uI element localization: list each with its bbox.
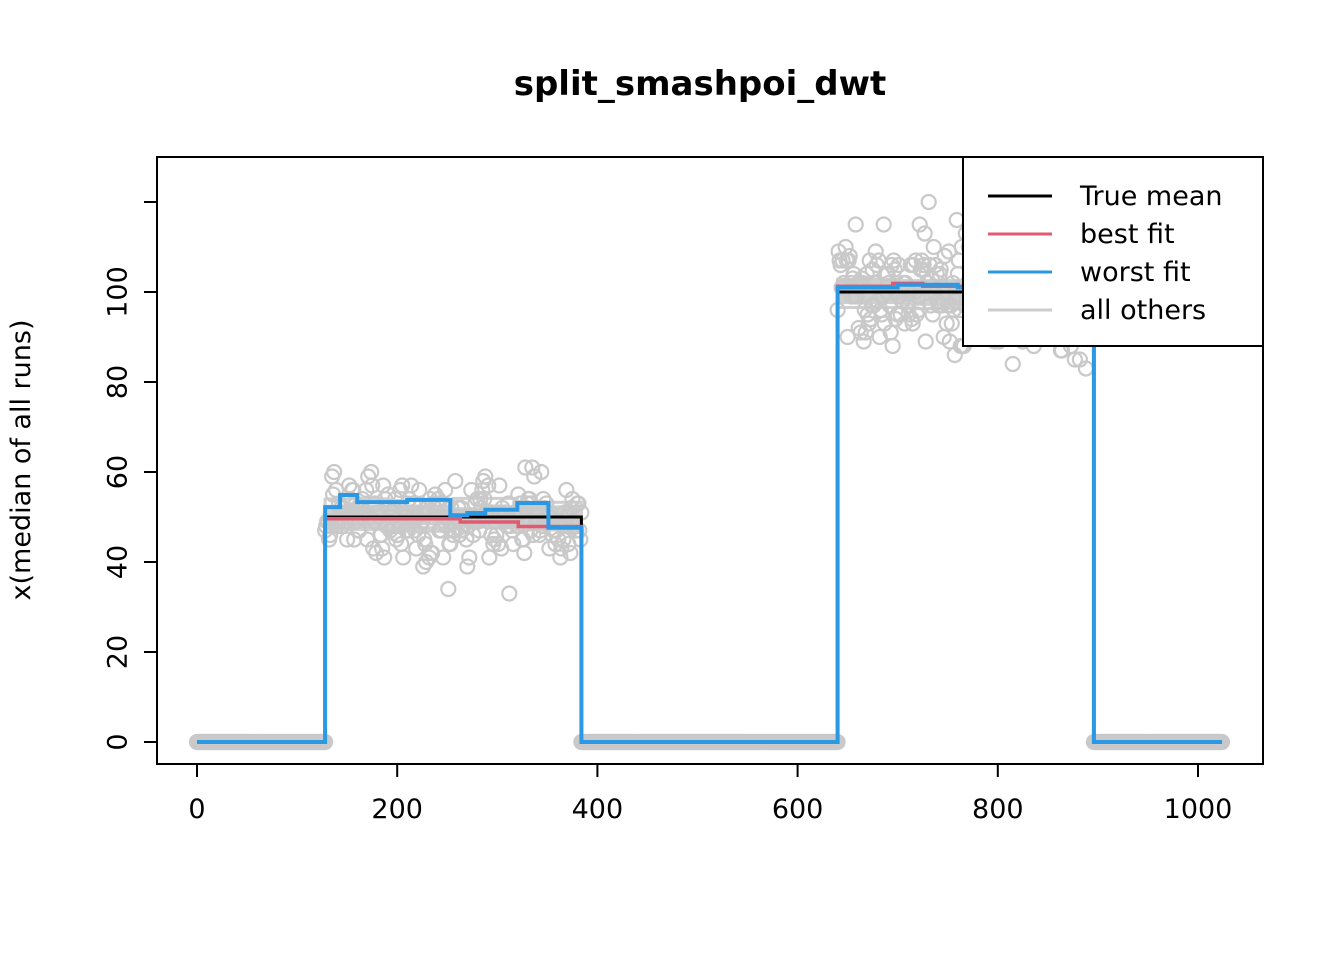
data-point (886, 261, 903, 278)
data-point (854, 274, 871, 292)
data-point (501, 585, 518, 602)
data-point (435, 549, 452, 566)
legend-box (962, 156, 1264, 347)
data-point (339, 531, 356, 548)
y-tick-label: 0 (103, 733, 134, 750)
series-layer (188, 193, 1231, 751)
legend-item: True mean (988, 181, 1223, 212)
data-point (936, 247, 953, 265)
legend-label: all others (1080, 295, 1206, 326)
y-axis-title: x(median of all runs) (6, 320, 37, 601)
worst-fit-line (197, 282, 1222, 744)
data-point (395, 549, 412, 566)
data-point (884, 337, 901, 355)
data-point (517, 459, 534, 476)
data-point (570, 495, 587, 512)
x-tick-label: 1000 (1164, 794, 1233, 825)
y-tick-label: 20 (103, 635, 134, 669)
data-point (477, 468, 494, 485)
data-point (364, 477, 381, 494)
data-point (480, 477, 497, 494)
legend: True mean best fit worst fit all others (962, 156, 1264, 347)
data-point (326, 463, 343, 481)
data-point (841, 247, 858, 265)
data-point (488, 526, 505, 544)
data-point (411, 481, 428, 499)
x-tick-label: 600 (772, 794, 824, 825)
data-point (873, 306, 890, 323)
data-point (491, 477, 508, 494)
y-tick-label: 100 (103, 266, 134, 318)
data-point (855, 333, 872, 350)
data-point (911, 216, 928, 233)
data-point (938, 315, 955, 332)
y-tick-label: 40 (103, 545, 134, 579)
data-point (442, 535, 459, 553)
data-point (915, 256, 932, 274)
legend-label: True mean (1079, 181, 1223, 212)
data-point (847, 216, 864, 233)
data-point (516, 544, 533, 562)
data-point (447, 472, 464, 490)
data-point (562, 544, 579, 562)
data-point (481, 549, 498, 566)
data-point (917, 333, 934, 350)
legend-item: best fit (988, 219, 1175, 250)
axes-layer: 0 200 400 600 800 1000 0 20 40 60 80 100 (103, 156, 1264, 825)
data-point (403, 477, 420, 494)
data-point (524, 459, 541, 476)
chart-title: split_smashpoi_dwt (514, 64, 887, 104)
data-point (857, 324, 874, 341)
x-tick-label: 0 (188, 794, 205, 825)
data-point (904, 315, 921, 332)
data-point (1066, 351, 1084, 368)
data-point (440, 580, 457, 598)
legend-label: worst fit (1080, 257, 1191, 288)
data-point (533, 463, 550, 481)
data-point (552, 549, 569, 566)
data-point (916, 225, 933, 242)
data-point (374, 540, 391, 557)
data-point (1004, 355, 1021, 373)
data-point (376, 549, 393, 566)
data-point (461, 549, 478, 566)
data-point (885, 252, 902, 269)
x-tick-label: 200 (371, 794, 423, 825)
data-point (505, 535, 522, 553)
data-point (875, 216, 892, 233)
data-point (363, 463, 380, 481)
legend-item: worst fit (988, 257, 1191, 288)
data-point (394, 477, 411, 494)
data-point (459, 558, 476, 575)
x-tick-label: 400 (572, 794, 624, 825)
data-point (852, 324, 869, 341)
legend-item: all others (988, 295, 1206, 326)
legend-label: best fit (1080, 219, 1175, 250)
data-point (920, 193, 937, 211)
y-tick-label: 80 (103, 365, 134, 399)
data-point (927, 256, 944, 274)
data-point (437, 481, 454, 499)
data-point (925, 238, 942, 256)
x-tick-label: 800 (972, 794, 1024, 825)
data-point (948, 211, 965, 229)
y-tick-label: 60 (103, 455, 134, 489)
data-point (390, 526, 407, 544)
plot-border (156, 156, 1264, 765)
